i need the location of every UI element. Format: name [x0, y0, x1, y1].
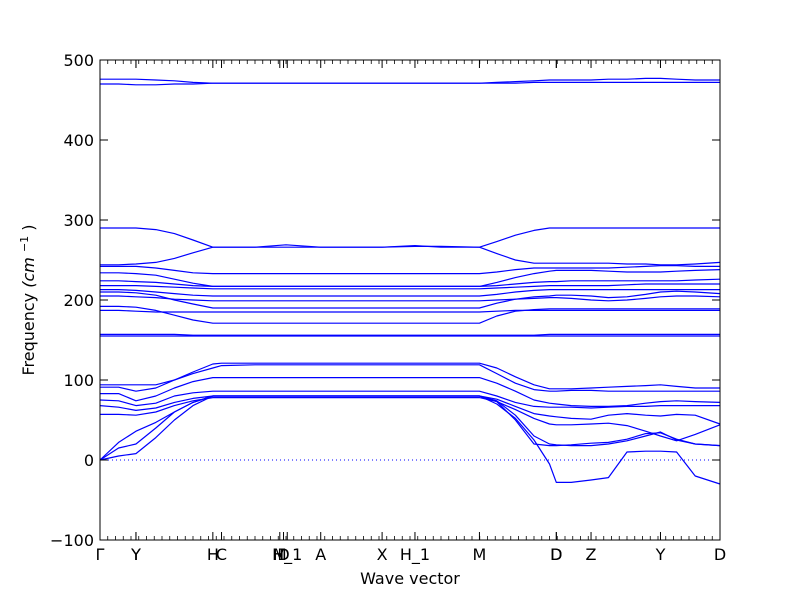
x-tick-label: H — [207, 545, 219, 564]
y-tick-label: 300 — [63, 211, 94, 230]
x-tick-label: C — [216, 545, 227, 564]
x-tick-label: A — [315, 545, 326, 564]
y-axis-title-text: Frequency — [19, 288, 38, 376]
band-line-17 — [100, 364, 720, 392]
x-tick-label: D — [550, 545, 562, 564]
x-tick-label: M — [473, 545, 487, 564]
y-axis-title: Frequency (cm −1 ) — [13, 224, 38, 375]
x-minor-ticks — [99, 60, 721, 540]
band-line-8 — [100, 283, 720, 290]
band-line-11 — [100, 295, 721, 302]
x-tick-label: M — [273, 545, 287, 564]
x-axis-title: Wave vector — [360, 569, 460, 588]
y-tick-label: 0 — [84, 451, 94, 470]
y-axis-title-unit: (cm — [19, 257, 38, 288]
y-tick-label: −100 — [50, 531, 94, 550]
band-line-19 — [99, 390, 720, 409]
band-line-18 — [100, 377, 721, 407]
band-line-14 — [100, 333, 720, 336]
band-line-4 — [100, 244, 721, 266]
band-line-10 — [100, 290, 721, 309]
band-line-2 — [100, 81, 720, 86]
x-tick-label: H_1 — [400, 545, 430, 565]
x-tick-label: Y — [130, 545, 141, 564]
y-axis-title-close: ) — [19, 224, 38, 230]
band-line-12 — [100, 305, 720, 324]
band-line-9 — [100, 289, 720, 297]
x-tick-label: Z — [586, 545, 597, 564]
x-tick-label: Y — [130, 545, 141, 564]
y-tick-label: 100 — [63, 371, 94, 390]
x-ticks: Γ YY HC MDH_1 A X H_1 M DD Z Y D — [96, 60, 726, 565]
band-line-7 — [100, 278, 721, 287]
series-layer — [99, 77, 721, 485]
x-tick-label: D — [550, 545, 562, 564]
y-tick-label: 500 — [63, 51, 94, 70]
x-tick-label: X — [377, 545, 388, 564]
x-tick-label: Γ — [96, 545, 105, 564]
band-line-21 — [100, 397, 721, 442]
band-line-13 — [100, 309, 720, 313]
x-tick-label: D — [277, 545, 289, 564]
band-line-6 — [100, 269, 721, 287]
x-tick-label: D — [714, 545, 726, 564]
y-tick-label: 200 — [63, 291, 94, 310]
band-line-5 — [100, 265, 720, 275]
x-tick-label: H_1 — [272, 545, 302, 565]
y-tick-label: 400 — [63, 131, 94, 150]
y-axis-title-exponent: −1 — [18, 236, 31, 252]
band-line-24 — [99, 395, 721, 485]
x-tick-label: Y — [655, 545, 666, 564]
band-line-3 — [100, 227, 720, 248]
band-line-16 — [100, 362, 720, 390]
y-ticks: −100 0 100 200 300 400 500 — [50, 51, 720, 550]
